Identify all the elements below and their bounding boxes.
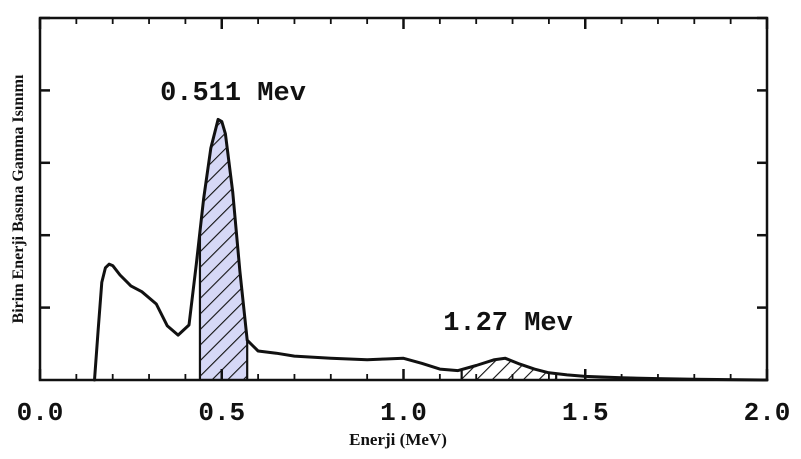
x-tick-label: 1.5 [562, 398, 609, 428]
y-axis-title: Birim Enerji Basına Gamma Isınımı [10, 74, 27, 323]
x-axis-title: Enerji (MeV) [349, 430, 447, 449]
x-tick-label: 0.0 [17, 398, 64, 428]
x-tick-label: 2.0 [744, 398, 791, 428]
x-tick-label: 1.0 [380, 398, 427, 428]
plot-frame [38, 16, 769, 382]
peak-label-127: 1.27 Mev [443, 309, 573, 339]
spectrum-line [93, 117, 769, 382]
peak-label-0511: 0.511 Mev [160, 79, 306, 109]
peak-region-hatch-0 [199, 119, 248, 381]
x-tick-label: 0.5 [198, 398, 245, 428]
